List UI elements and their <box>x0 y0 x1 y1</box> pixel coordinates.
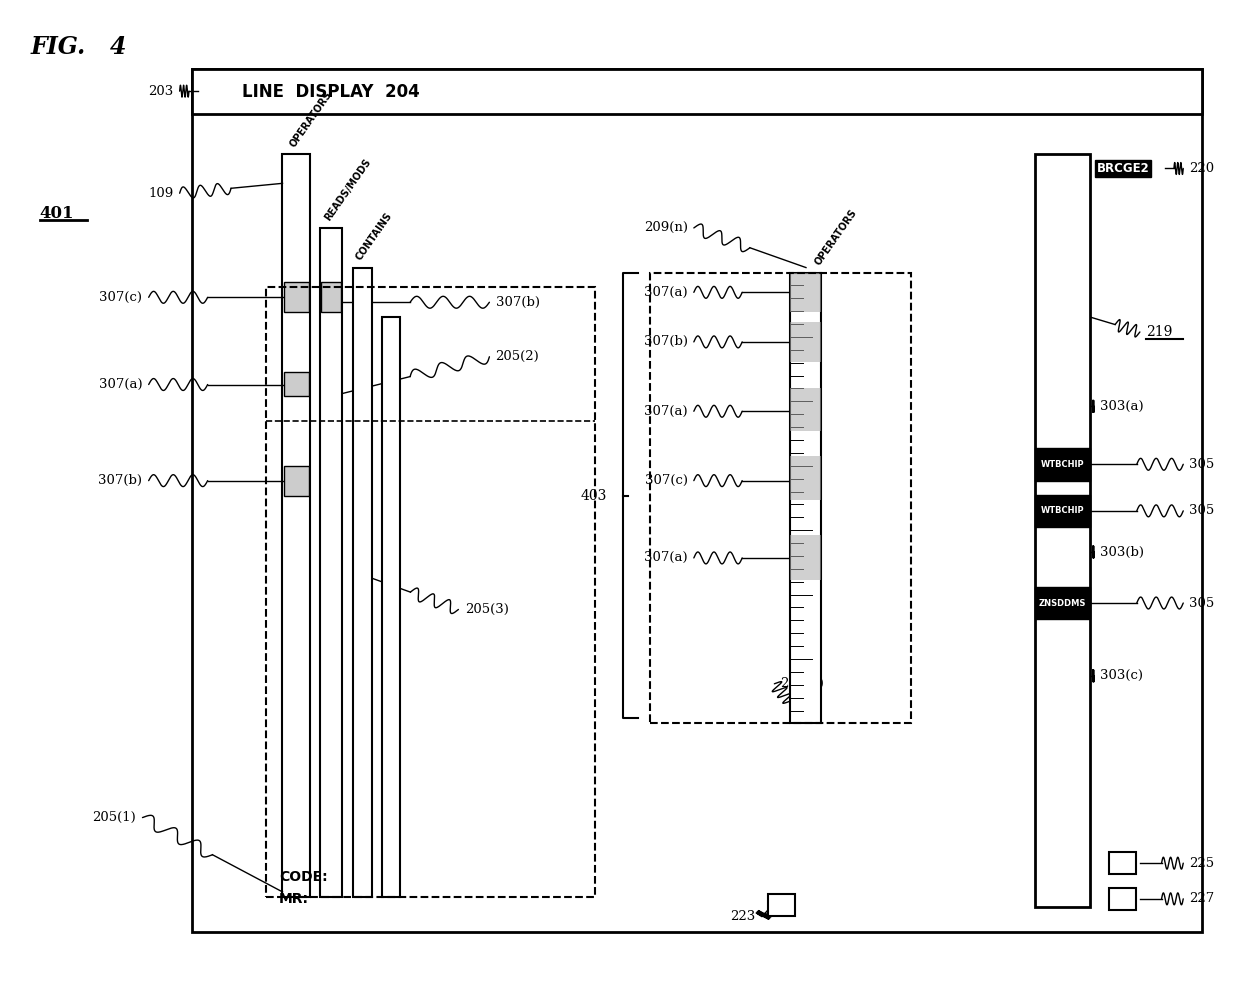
Text: 307(a): 307(a) <box>644 404 688 418</box>
Text: 220: 220 <box>1189 162 1214 175</box>
Text: 307(a): 307(a) <box>644 285 688 299</box>
Text: 307(a): 307(a) <box>644 551 688 565</box>
Bar <box>282 154 310 897</box>
Text: ZNSDDMS: ZNSDDMS <box>1038 599 1087 607</box>
Text: 227: 227 <box>1189 892 1214 906</box>
Text: OPERATORS: OPERATORS <box>813 208 859 268</box>
Text: WTBCHIP: WTBCHIP <box>1041 460 1084 469</box>
Text: 205(1): 205(1) <box>93 811 136 825</box>
Text: 307(b): 307(b) <box>496 295 540 309</box>
Text: 307(c): 307(c) <box>644 474 688 488</box>
Bar <box>650 273 911 723</box>
Bar <box>382 317 400 897</box>
Text: FIG.   4: FIG. 4 <box>31 35 128 58</box>
Bar <box>353 268 372 897</box>
Bar <box>790 535 821 580</box>
Text: 203: 203 <box>149 84 173 98</box>
Text: 403: 403 <box>581 489 607 502</box>
Text: WTBCHIP: WTBCHIP <box>1041 506 1084 515</box>
Bar <box>1109 888 1136 910</box>
Bar <box>1035 154 1090 907</box>
Bar <box>768 894 795 916</box>
Text: 205(2): 205(2) <box>496 350 539 364</box>
Text: CODE:: CODE: <box>279 870 327 884</box>
Text: 303(b): 303(b) <box>1100 545 1145 559</box>
Bar <box>790 322 821 362</box>
Bar <box>192 69 1202 932</box>
Bar <box>320 228 342 897</box>
Text: 219: 219 <box>1146 325 1172 339</box>
Text: LINE  DISPLAY  204: LINE DISPLAY 204 <box>242 82 419 101</box>
Text: CONTAINS: CONTAINS <box>354 211 394 263</box>
Bar <box>1035 587 1090 619</box>
Text: 305: 305 <box>1189 504 1214 517</box>
Text: READS/MODS: READS/MODS <box>322 158 373 223</box>
Text: 225: 225 <box>1189 856 1214 870</box>
Text: 303(a): 303(a) <box>1100 399 1144 413</box>
Text: OPERATORS: OPERATORS <box>287 89 333 149</box>
Text: 205(3): 205(3) <box>465 603 508 616</box>
Bar <box>284 282 309 312</box>
Text: 205(n): 205(n) <box>781 677 824 691</box>
Text: 223: 223 <box>731 910 756 924</box>
Bar <box>284 372 309 396</box>
Text: 303(c): 303(c) <box>1100 669 1144 683</box>
Bar <box>284 466 309 496</box>
Bar <box>1035 448 1090 481</box>
Bar <box>790 456 821 500</box>
Text: 305: 305 <box>1189 597 1214 609</box>
Text: 307(b): 307(b) <box>98 474 142 488</box>
Text: 109: 109 <box>149 186 173 200</box>
Text: BRCGE2: BRCGE2 <box>1097 162 1150 175</box>
Bar <box>790 273 821 723</box>
Bar <box>1109 852 1136 874</box>
Text: 401: 401 <box>40 204 74 222</box>
Bar <box>790 273 821 312</box>
Text: 305: 305 <box>1189 458 1214 471</box>
Text: 209(n): 209(n) <box>643 221 688 235</box>
Text: 307(b): 307(b) <box>643 335 688 349</box>
Bar <box>790 388 821 431</box>
Bar <box>266 287 595 897</box>
Text: 307(c): 307(c) <box>99 290 142 304</box>
Bar <box>192 69 1202 114</box>
Text: MR:: MR: <box>279 892 309 906</box>
Bar <box>321 282 341 312</box>
Text: 307(a): 307(a) <box>99 378 142 391</box>
Bar <box>1035 495 1090 527</box>
